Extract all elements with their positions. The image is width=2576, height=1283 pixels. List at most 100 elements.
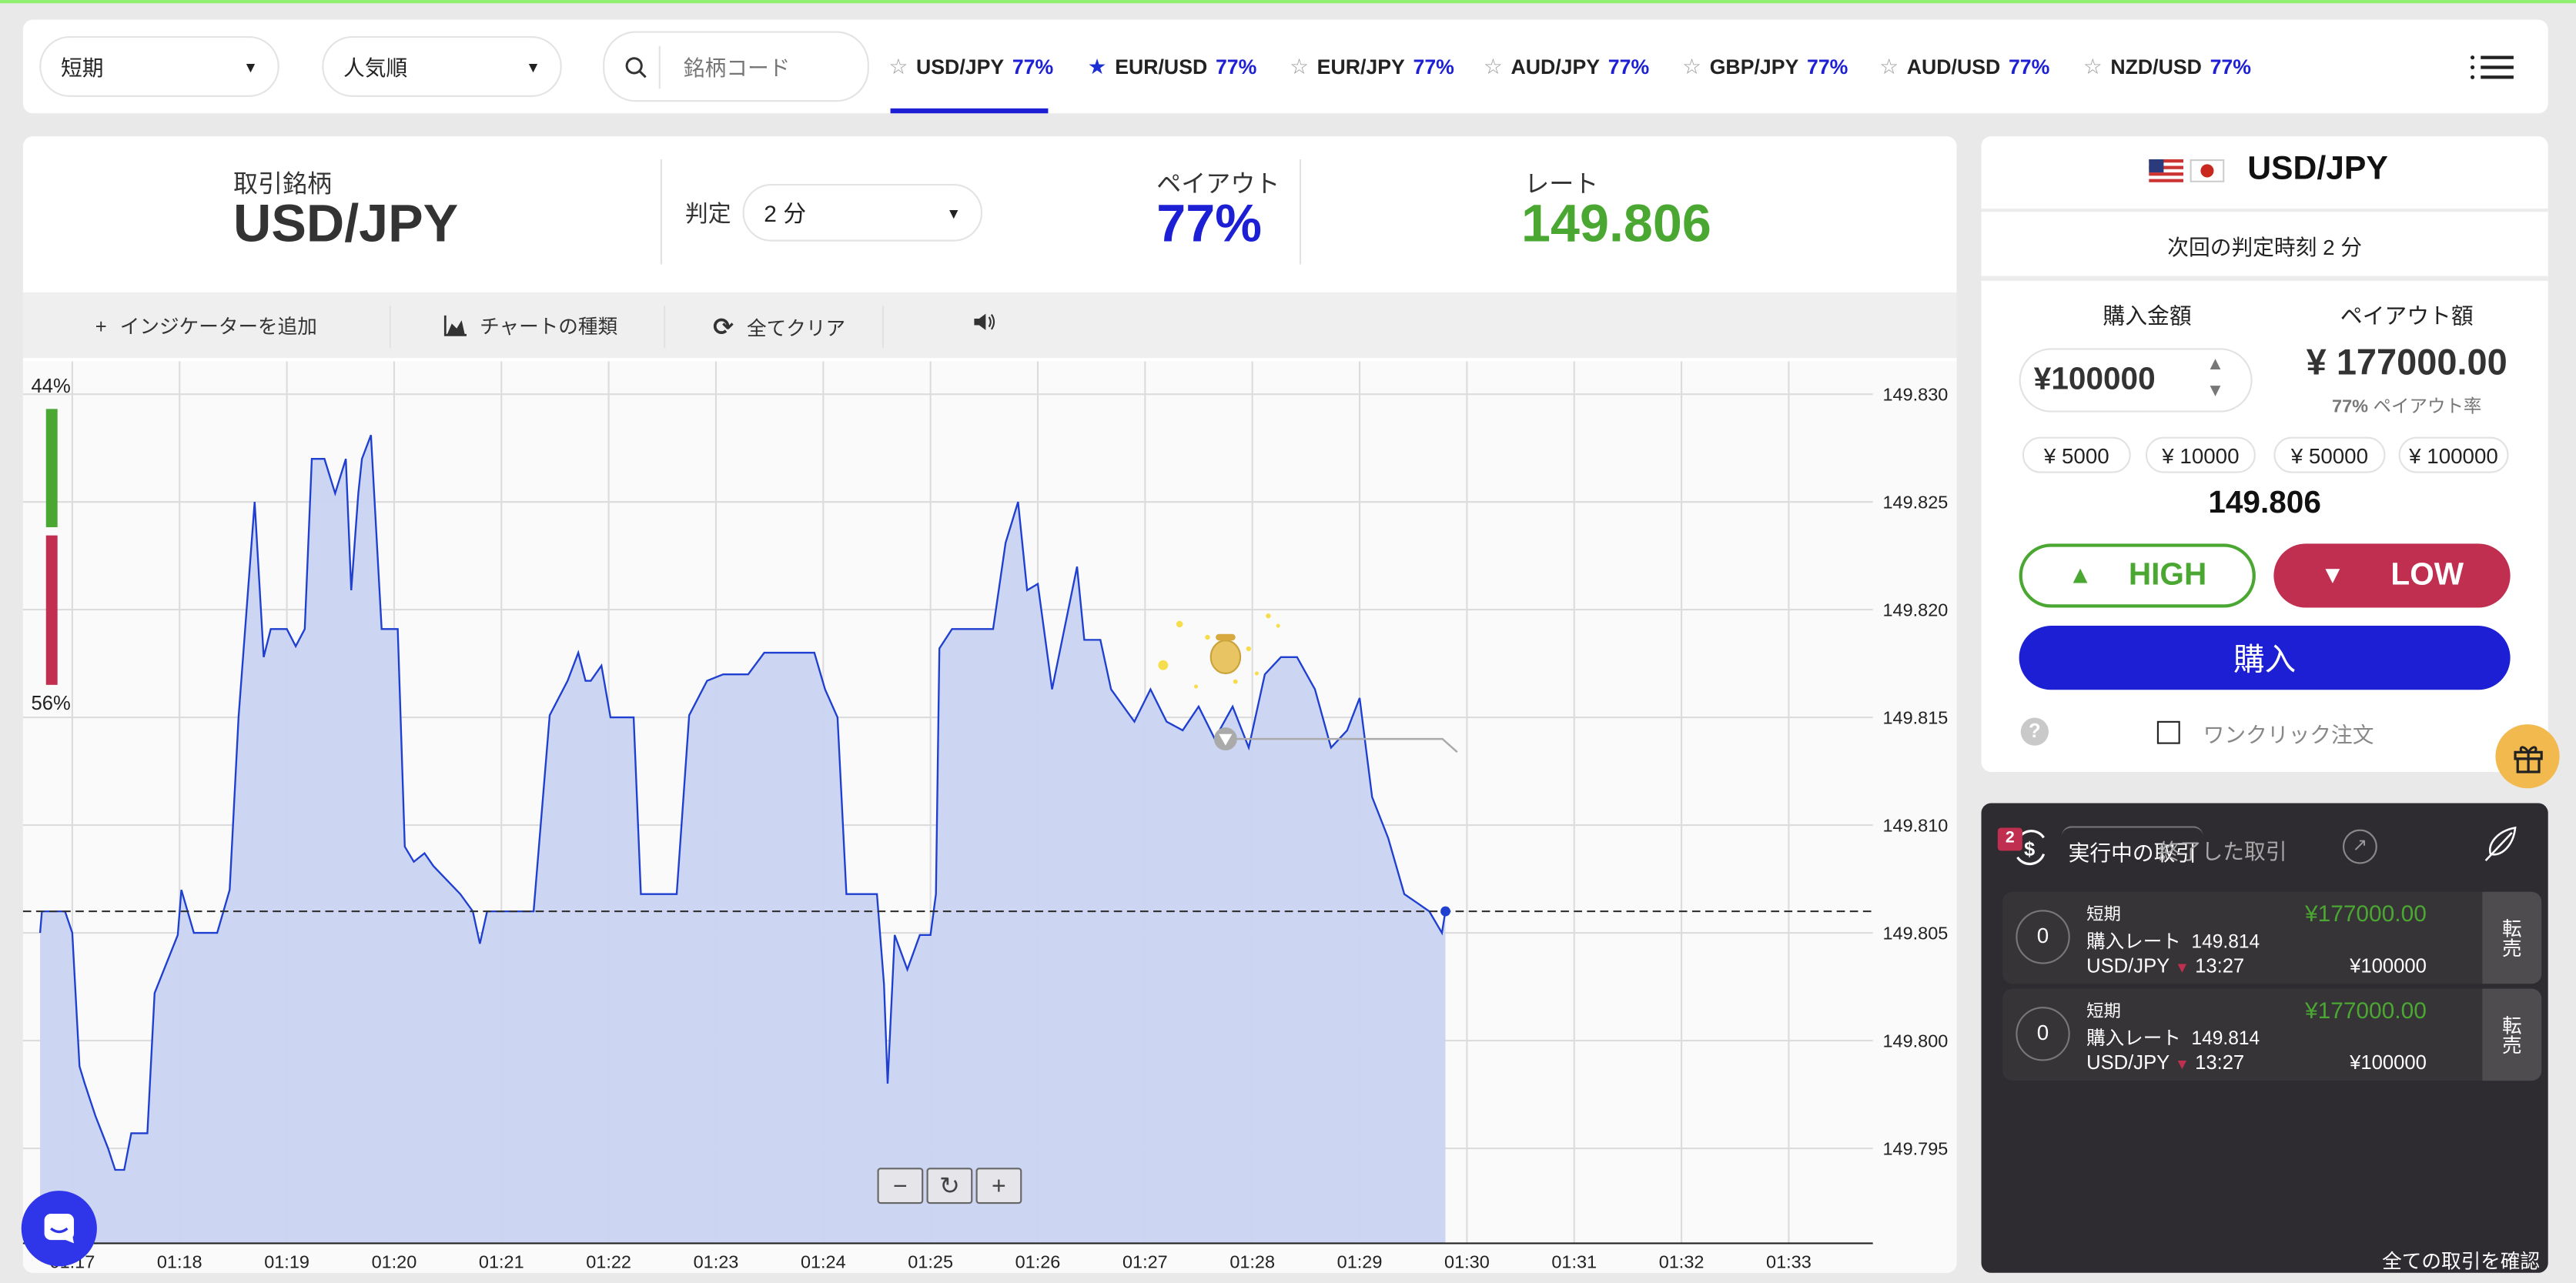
more-menu-button[interactable] [2464, 51, 2517, 84]
trade-rate: 購入レート 149.814 [2086, 928, 2260, 954]
high-pct-label: 44% [31, 374, 71, 398]
current-price-dot [1440, 906, 1450, 917]
sparkle-icon [1205, 634, 1210, 640]
y-tick-label: 149.830 [1882, 385, 1948, 405]
star-icon[interactable]: ☆ [1290, 54, 1310, 79]
us-flag-icon [2149, 158, 2183, 182]
resell-button[interactable]: 転売 [2482, 891, 2542, 984]
star-icon[interactable]: ☆ [1483, 54, 1503, 79]
sort-select-value: 人気順 [343, 55, 408, 81]
trade-type: 短期 [2086, 904, 2121, 925]
low-button[interactable]: ▼ LOW [2273, 543, 2511, 608]
expiry-value: 2 分 [764, 199, 807, 226]
chat-icon [44, 1213, 75, 1244]
sparkle-icon [1276, 623, 1280, 628]
tab-usd-jpy[interactable]: ☆ USD/JPY 77% [888, 54, 1053, 80]
star-icon[interactable]: ☆ [1682, 54, 1702, 79]
help-icon[interactable]: ? [2020, 717, 2049, 746]
y-tick-label: 149.795 [1882, 1139, 1948, 1159]
tab-aud-jpy[interactable]: ☆ AUD/JPY 77% [1484, 54, 1649, 80]
add-indicator-button[interactable]: + インジケーターを追加 [95, 312, 317, 339]
x-tick-label: 01:19 [264, 1251, 309, 1271]
tab-active-trades[interactable]: 実行中の取引 [2062, 826, 2203, 875]
payout-amount: ¥ 177000.00 [2306, 341, 2507, 383]
tab-payout: 77% [1215, 55, 1257, 79]
low-pct-label: 56% [31, 691, 71, 715]
expiry-select[interactable]: 2 分 ▼ [742, 184, 983, 242]
clear-all-button[interactable]: ⟳ 全てクリア [713, 312, 846, 342]
decrement-arrow-icon[interactable]: ▼ [2206, 381, 2225, 401]
payout-amount-label: ペイアウト額 [2340, 303, 2474, 329]
period-select[interactable]: 短期 ▼ [39, 35, 279, 97]
resell-button[interactable]: 転売 [2482, 988, 2542, 1081]
price-line [38, 434, 1447, 1171]
sort-select[interactable]: 人気順 ▼ [322, 35, 562, 97]
increment-arrow-icon[interactable]: ▲ [2206, 354, 2225, 375]
amount-chip[interactable]: ¥ 50000 [2273, 436, 2386, 473]
trade-amount: ¥100000 [2350, 1051, 2427, 1074]
tab-pair: GBP/JPY [1709, 55, 1799, 79]
y-tick-label: 149.825 [1882, 493, 1948, 513]
one-click-checkbox[interactable] [2156, 720, 2180, 744]
sound-button[interactable] [972, 312, 995, 332]
amount-chip[interactable]: ¥ 100000 [2398, 436, 2509, 473]
tab-nzd-usd[interactable]: ☆ NZD/USD 77% [2083, 54, 2251, 80]
star-icon[interactable]: ☆ [1879, 54, 1899, 79]
chart-type-button[interactable]: チャートの種類 [443, 312, 617, 339]
tab-payout: 77% [2008, 55, 2050, 79]
chevron-down-icon: ▼ [243, 58, 259, 75]
tab-payout: 77% [1806, 55, 1848, 79]
period-select-value: 短期 [60, 55, 104, 81]
high-sentiment-bar [45, 409, 58, 527]
clear-all-label: 全てクリア [747, 316, 846, 339]
amount-input[interactable]: ¥100000 ▲ ▼ [2019, 348, 2253, 413]
payout-label: ペイアウト [1156, 170, 1280, 199]
star-icon[interactable]: ★ [1087, 54, 1107, 79]
price-chart[interactable]: 149.830 149.825 149.820 149.815 149.810 149.8… [0, 0, 1957, 1273]
search-box [603, 31, 869, 102]
triangle-down-icon [1219, 733, 1233, 746]
refresh-icon: ⟳ [713, 313, 734, 342]
x-tick-label: 01:29 [1337, 1251, 1383, 1271]
trade-expiry-line [1225, 737, 1458, 753]
tab-eur-jpy[interactable]: ☆ EUR/JPY 77% [1290, 54, 1454, 80]
high-label: HIGH [2128, 557, 2207, 593]
divider [1981, 276, 2548, 281]
tab-pair: NZD/USD [2110, 55, 2202, 79]
plus-icon: + [95, 314, 107, 338]
triangle-down-icon: ▼ [2174, 1056, 2190, 1073]
zoom-out-button[interactable]: − [877, 1168, 924, 1204]
symbol-value: USD/JPY [233, 193, 459, 253]
x-tick-label: 01:25 [908, 1251, 953, 1271]
header-divider [660, 159, 662, 265]
star-icon[interactable]: ☆ [888, 54, 908, 79]
y-tick-label: 149.815 [1882, 708, 1948, 728]
chat-button[interactable] [21, 1191, 97, 1267]
search-input[interactable] [683, 49, 856, 85]
tab-eur-usd[interactable]: ★ EUR/USD 77% [1088, 54, 1257, 80]
amount-label: 購入金額 [2103, 303, 2192, 329]
trade-count: 0 [2016, 1007, 2070, 1061]
tab-aud-usd[interactable]: ☆ AUD/USD 77% [1879, 54, 2049, 80]
tab-gbp-jpy[interactable]: ☆ GBP/JPY 77% [1682, 54, 1848, 80]
tab-pair: USD/JPY [915, 55, 1005, 79]
zoom-in-button[interactable]: + [975, 1168, 1022, 1204]
gift-button[interactable] [2495, 724, 2560, 789]
tab-finished-trades[interactable]: 終了した取引 [2158, 839, 2287, 864]
view-all-trades-link[interactable]: 全ての取引を確認 [2382, 1249, 2541, 1273]
trade-payout: ¥177000.00 [2304, 997, 2427, 1024]
trade-time: 13:27 [2195, 954, 2245, 977]
star-icon[interactable]: ☆ [2083, 54, 2103, 79]
high-button[interactable]: ▲ HIGH [2019, 543, 2256, 608]
active-tab-underline [890, 108, 1049, 114]
zoom-reset-button[interactable]: ↻ [926, 1168, 973, 1204]
amount-chip[interactable]: ¥ 10000 [2145, 436, 2256, 473]
expiry-label: 判定 [684, 200, 731, 227]
payout-value: 77% [1156, 193, 1262, 253]
feather-icon[interactable] [2481, 824, 2520, 864]
external-link-icon[interactable]: ↗ [2342, 829, 2377, 864]
amount-chip[interactable]: ¥ 5000 [2022, 436, 2131, 473]
money-bag-icon [1209, 640, 1242, 674]
trade-amount: ¥100000 [2350, 954, 2427, 977]
buy-button[interactable]: 購入 [2019, 626, 2511, 690]
